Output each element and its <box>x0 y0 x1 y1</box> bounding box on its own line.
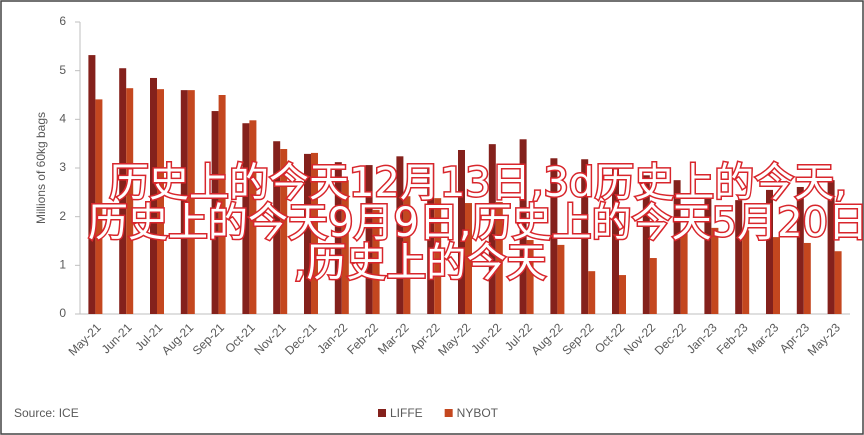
legend-label: NYBOT <box>457 406 499 420</box>
overlay-text: 历史上的今天9月9日,历史上的今天5月20日 <box>88 200 864 246</box>
x-tick-label: May-22 <box>435 320 473 358</box>
bar <box>588 271 596 314</box>
bar <box>304 153 311 314</box>
x-tick-label: Sep-22 <box>559 320 596 357</box>
legend-label: LIFFE <box>390 406 423 420</box>
bar <box>742 230 750 314</box>
bar <box>557 244 565 314</box>
overlay-text: ,历史上的今天 <box>294 240 547 286</box>
bar <box>372 209 380 314</box>
x-tick-label: May-21 <box>66 320 104 358</box>
bar <box>766 189 773 314</box>
bar <box>673 180 681 314</box>
bar <box>249 120 257 314</box>
x-tick-label: Jan-22 <box>314 320 350 356</box>
bar <box>526 240 534 314</box>
bar <box>242 123 250 314</box>
x-tick-label: Sep-21 <box>190 320 227 357</box>
source: Source: ICE <box>14 406 79 420</box>
bar <box>88 55 96 315</box>
bar <box>550 158 558 314</box>
y-tick-label: 1 <box>59 258 66 272</box>
legend-swatch <box>444 409 453 417</box>
x-tick-label: Dec-21 <box>282 320 319 357</box>
bar <box>95 99 103 314</box>
x-tick-label: Jun-22 <box>468 320 504 356</box>
bar <box>365 165 373 314</box>
y-tick-label: 3 <box>59 160 66 174</box>
bar <box>458 149 465 314</box>
bar <box>126 88 134 314</box>
bar <box>311 152 318 314</box>
bar <box>519 139 527 314</box>
y-tick-label: 4 <box>59 112 66 126</box>
bar <box>619 275 626 314</box>
bar <box>735 200 743 314</box>
bar <box>218 95 226 314</box>
bar <box>581 159 589 314</box>
bar <box>157 89 164 314</box>
bar <box>827 180 835 314</box>
x-tick-label: Feb-22 <box>344 320 381 357</box>
bar <box>180 90 188 314</box>
bar <box>612 166 619 314</box>
x-tick-label: Mar-22 <box>375 320 412 357</box>
y-tick-label: 6 <box>59 14 66 28</box>
x-tick-label: Mar-23 <box>745 320 782 357</box>
x-tick-label: Jan-23 <box>684 320 720 356</box>
x-tick-label: Nov-22 <box>621 320 658 357</box>
bar <box>403 196 411 314</box>
bar <box>680 231 688 314</box>
bar <box>341 180 349 314</box>
bar <box>796 186 804 314</box>
bar <box>434 198 442 314</box>
x-tick-label: May-23 <box>805 320 843 358</box>
bar <box>465 203 472 314</box>
bar <box>211 111 219 314</box>
y-tick-label: 5 <box>59 63 66 77</box>
bar <box>273 141 281 314</box>
bar <box>711 227 719 314</box>
bar <box>119 68 127 314</box>
bar <box>396 156 404 314</box>
x-tick-label: Feb-23 <box>714 320 751 357</box>
y-tick-label: 0 <box>59 306 66 320</box>
x-tick-label: Aug-21 <box>159 320 196 357</box>
bar <box>803 242 811 314</box>
bar <box>642 175 650 314</box>
bar <box>427 163 435 314</box>
y-axis-label: Millions of 60kg bags <box>34 112 48 224</box>
bar <box>834 251 842 314</box>
x-tick-label: Jun-21 <box>99 320 135 356</box>
bar <box>280 149 288 314</box>
bar <box>488 144 496 314</box>
overlay-text: 历史上的今天12月13日,3d历史上的今天, <box>109 160 847 206</box>
x-tick-label: Nov-21 <box>251 320 288 357</box>
legend-swatch <box>378 409 386 417</box>
bar <box>773 237 780 314</box>
x-tick-label: Aug-22 <box>528 320 565 357</box>
y-tick-label: 2 <box>59 209 66 223</box>
x-tick-label: Dec-22 <box>652 320 689 357</box>
bar <box>334 162 342 314</box>
bar <box>187 90 195 314</box>
bar <box>649 258 657 314</box>
bar <box>704 195 712 314</box>
bar <box>495 202 503 314</box>
bar <box>150 77 157 314</box>
